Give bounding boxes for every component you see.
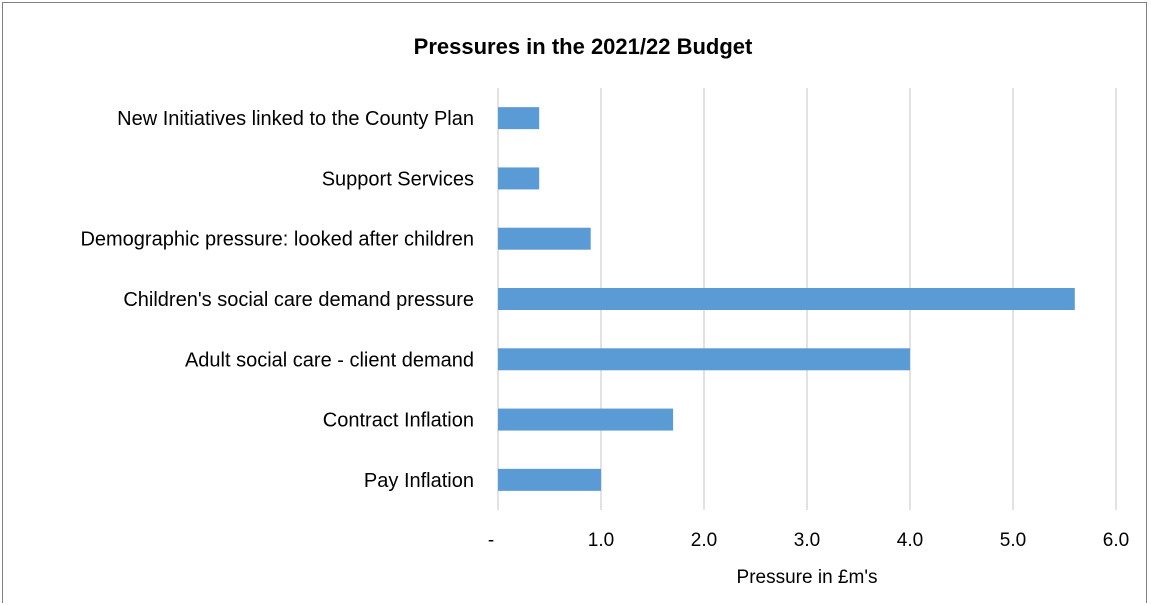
x-tick-label-6: 6.0	[1103, 530, 1129, 551]
x-tick-label-0: -	[488, 530, 494, 551]
x-tick-label-1: 1.0	[588, 530, 614, 551]
category-labels: New Initiatives linked to the County Pla…	[80, 108, 474, 492]
category-label-2: Demographic pressure: looked after child…	[80, 229, 474, 251]
chart-title: Pressures in the 2021/22 Budget	[414, 34, 753, 59]
x-tick-label-2: 2.0	[691, 530, 717, 551]
bar-6	[498, 468, 601, 491]
category-label-0: New Initiatives linked to the County Pla…	[117, 108, 474, 130]
category-label-5: Contract Inflation	[323, 410, 474, 432]
bar-2	[498, 227, 591, 250]
bar-4	[498, 348, 910, 371]
x-tick-label-5: 5.0	[1000, 530, 1026, 551]
x-tick-labels: - 1.0 2.0 3.0 4.0 5.0 6.0	[488, 530, 1129, 551]
bar-0	[498, 107, 540, 130]
category-label-6: Pay Inflation	[364, 470, 474, 492]
x-tick-label-3: 3.0	[794, 530, 820, 551]
x-tick-label-4: 4.0	[897, 530, 923, 551]
category-label-1: Support Services	[322, 168, 474, 190]
bar-1	[498, 167, 540, 190]
bars	[498, 107, 1075, 491]
x-axis-label: Pressure in £m's	[737, 567, 878, 588]
category-label-4: Adult social care - client demand	[185, 349, 474, 371]
category-label-3: Children's social care demand pressure	[123, 289, 474, 311]
bar-5	[498, 408, 674, 431]
bar-3	[498, 288, 1075, 310]
